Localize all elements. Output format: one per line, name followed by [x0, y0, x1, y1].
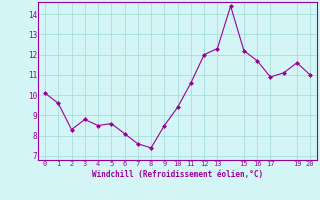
X-axis label: Windchill (Refroidissement éolien,°C): Windchill (Refroidissement éolien,°C) [92, 170, 263, 179]
